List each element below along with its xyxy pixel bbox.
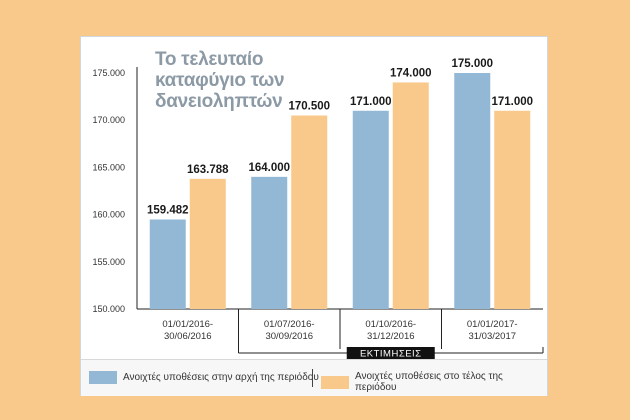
bar-start <box>352 110 389 309</box>
legend-swatch-end <box>321 375 349 389</box>
estimate-label-box <box>346 347 435 359</box>
y-tick-label: 155.000 <box>92 257 125 267</box>
bar-value-label: 175.000 <box>451 58 493 70</box>
x-tick-label-line-1: 01/01/2017- <box>467 319 518 330</box>
bar-value-label: 170.500 <box>288 100 330 112</box>
y-tick-label: 165.000 <box>92 162 125 172</box>
bar-value-label: 159.482 <box>147 204 189 216</box>
legend-swatch-start <box>89 371 117 384</box>
legend-item-end: Ανοιχτές υποθέσεις στο τέλος της περιόδο… <box>321 371 547 393</box>
x-tick-label-line-2: 31/12/2016 <box>367 331 415 342</box>
chart-legend: Ανοιχτές υποθέσεις στην αρχή της περιόδο… <box>81 359 547 396</box>
legend-label-end: Ανοιχτές υποθέσεις στο τέλος της περιόδο… <box>354 371 503 393</box>
bar-chart: 150.000 155.000 160.000 165.000 170.000 175.0… <box>92 58 544 360</box>
bar-value-label: 174.000 <box>390 67 432 79</box>
legend-label-start: Ανοιχτές υποθέσεις στην αρχή της περιόδο… <box>123 372 319 383</box>
bar-value-label: 171.000 <box>491 96 533 108</box>
x-tick-label-line-1: 01/07/2016- <box>264 319 315 330</box>
x-tick-label-line-2: 30/06/2016 <box>164 331 212 342</box>
chart-title-line-3: δανειοληπτών <box>155 91 283 112</box>
bar-value-label: 164.000 <box>248 162 290 174</box>
bar-value-label: 163.788 <box>187 164 229 176</box>
bar-end <box>189 178 226 309</box>
x-tick-label-line-2: 30/09/2016 <box>265 331 313 342</box>
bar-end <box>291 115 328 309</box>
x-tick-label-line-1: 01/10/2016- <box>365 319 416 330</box>
bar-value-label: 171.000 <box>350 96 392 108</box>
x-tick-label-line-2: 31/03/2017 <box>468 331 516 342</box>
bar-end <box>392 82 429 309</box>
y-tick-label: 170.000 <box>92 115 125 125</box>
bar-start <box>149 219 186 309</box>
y-tick-label: 175.000 <box>92 68 125 78</box>
chart-title-line-1: Το τελευταίο <box>155 49 264 70</box>
y-tick-label: 150.000 <box>92 304 125 314</box>
legend-item-start: Ανοιχτές υποθέσεις στην αρχή της περιόδο… <box>89 371 319 384</box>
legend-divider <box>312 369 313 387</box>
y-tick-label: 160.000 <box>92 210 125 220</box>
estimate-label: ΕΚΤΙΜΗΣΕΙΣ <box>360 349 422 360</box>
chart-card: 150.000 155.000 160.000 165.000 170.000 175.0… <box>80 36 548 396</box>
bar-start <box>454 73 491 309</box>
bar-start <box>251 176 288 309</box>
x-tick-label-line-1: 01/01/2016- <box>162 319 213 330</box>
chart-title-line-2: καταφύγιο των <box>155 70 285 91</box>
bar-end <box>494 110 531 309</box>
